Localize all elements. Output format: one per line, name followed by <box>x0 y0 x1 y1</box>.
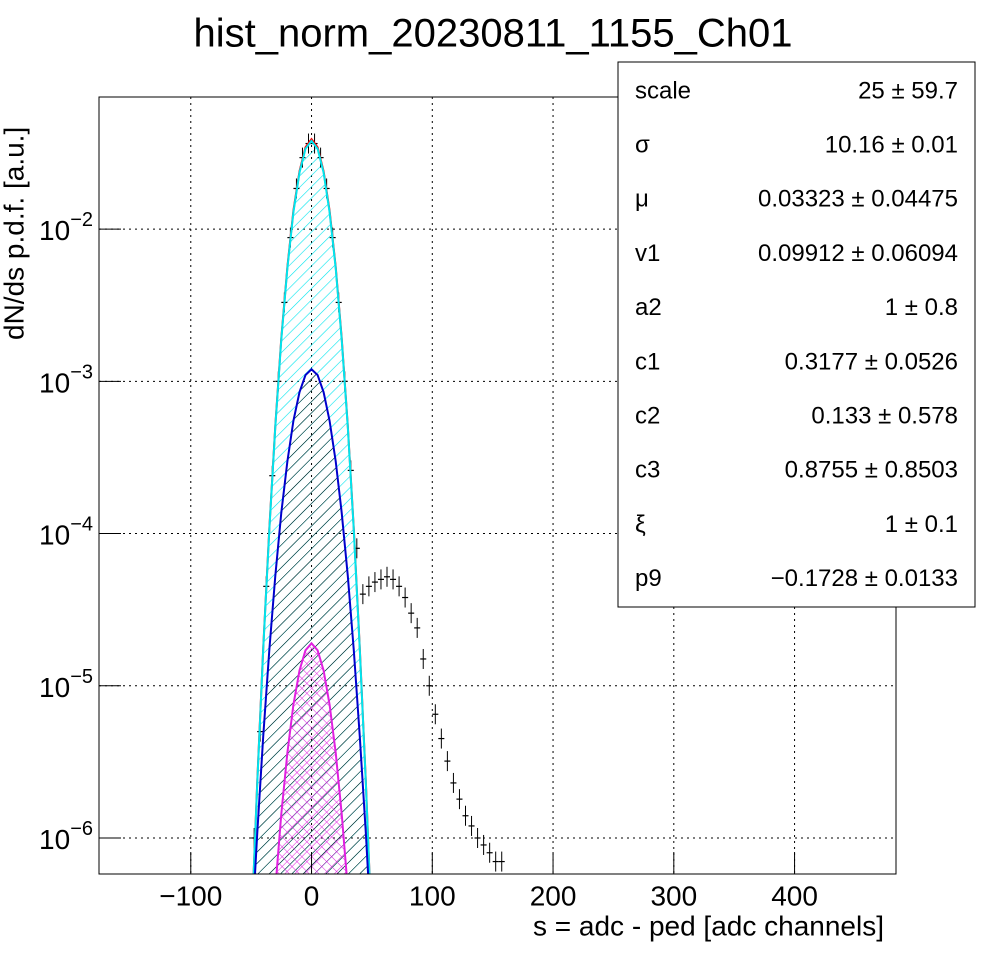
fit-area <box>276 643 347 874</box>
stat-label: a2 <box>635 294 662 321</box>
plot-area <box>251 133 505 874</box>
stat-label: c3 <box>635 457 660 484</box>
stat-label: v1 <box>635 240 660 267</box>
stat-value: −0.1728 ± 0.0133 <box>771 565 958 592</box>
stat-label: c1 <box>635 348 660 375</box>
stat-value: 0.3177 ± 0.0526 <box>785 348 958 375</box>
fit-curve <box>252 139 371 874</box>
stat-label: σ <box>635 132 650 159</box>
stat-value: 0.09912 ± 0.06094 <box>758 240 958 267</box>
y-tick-label: 10−4 <box>39 514 93 551</box>
chart-title: hist_norm_20230811_1155_Ch01 <box>193 12 792 56</box>
stat-label: scale <box>635 77 691 104</box>
stat-value: 0.03323 ± 0.04475 <box>758 186 958 213</box>
y-tick-label: 10−6 <box>39 818 93 855</box>
y-axis-label: dN/ds p.d.f. [a.u.] <box>0 127 29 340</box>
stats-box: scale 25 ± 59.7 σ 10.16 ± 0.01 μ 0.03323 ± 0.… <box>617 61 976 608</box>
y-tick-label: 10−2 <box>39 209 93 246</box>
stat-value: 0.133 ± 0.578 <box>811 403 958 430</box>
stat-label: μ <box>635 186 649 213</box>
x-axis-label: s = adc - ped [adc channels] <box>533 910 884 941</box>
fit-curve <box>254 367 370 874</box>
fit-area <box>255 369 369 874</box>
stat-value: 10.16 ± 0.01 <box>825 132 958 159</box>
stat-value: 25 ± 59.7 <box>858 77 958 104</box>
stat-label: ξ <box>635 511 646 538</box>
x-tick-label: 300 <box>650 880 697 911</box>
stat-value: 0.8755 ± 0.8503 <box>785 457 958 484</box>
stat-label: c2 <box>635 403 660 430</box>
grid <box>99 97 896 874</box>
stat-value: 1 ± 0.1 <box>885 511 958 538</box>
x-tick-label: 100 <box>409 880 456 911</box>
x-tick-label: 200 <box>530 880 577 911</box>
y-tick-label: 10−5 <box>39 666 93 703</box>
y-tick-label: 10−3 <box>39 362 93 399</box>
x-tick-label: −100 <box>159 880 222 911</box>
stats-frame <box>617 61 976 608</box>
ticks: −100 0 100 200 300 400 10−2 10−3 10−4 10−5 10−6 <box>39 209 818 911</box>
x-tick-label: 400 <box>771 880 818 911</box>
stat-label: p9 <box>635 565 662 592</box>
x-tick-label: 0 <box>304 880 320 911</box>
stat-value: 1 ± 0.8 <box>885 294 958 321</box>
fit-curve <box>275 641 348 874</box>
